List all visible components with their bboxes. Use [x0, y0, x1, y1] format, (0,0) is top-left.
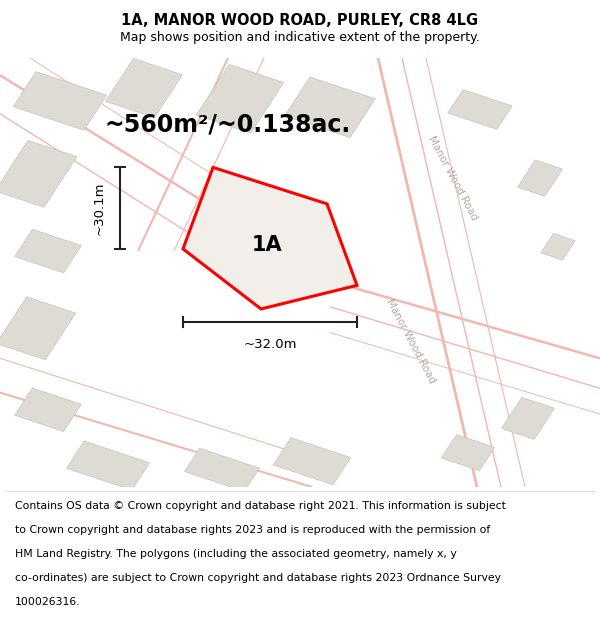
Polygon shape	[0, 141, 77, 208]
Text: ~30.1m: ~30.1m	[92, 181, 106, 235]
Polygon shape	[442, 434, 494, 471]
Polygon shape	[518, 160, 562, 196]
Text: 1A, MANOR WOOD ROAD, PURLEY, CR8 4LG: 1A, MANOR WOOD ROAD, PURLEY, CR8 4LG	[121, 12, 479, 28]
Polygon shape	[0, 297, 76, 360]
Text: Manor Wood Road: Manor Wood Road	[385, 298, 437, 385]
Text: Manor Wood Road: Manor Wood Road	[427, 134, 479, 222]
Polygon shape	[14, 388, 82, 431]
Polygon shape	[198, 187, 288, 294]
Polygon shape	[67, 441, 149, 490]
Polygon shape	[13, 72, 107, 130]
Polygon shape	[541, 233, 575, 260]
Text: to Crown copyright and database rights 2023 and is reproduced with the permissio: to Crown copyright and database rights 2…	[15, 525, 490, 535]
Text: ~32.0m: ~32.0m	[243, 338, 297, 351]
Polygon shape	[502, 398, 554, 439]
Text: 100026316.: 100026316.	[15, 598, 80, 608]
Text: Contains OS data © Crown copyright and database right 2021. This information is : Contains OS data © Crown copyright and d…	[15, 501, 506, 511]
Polygon shape	[273, 438, 351, 485]
Polygon shape	[183, 168, 357, 309]
Text: ~560m²/~0.138ac.: ~560m²/~0.138ac.	[105, 112, 351, 136]
Polygon shape	[448, 89, 512, 129]
Polygon shape	[184, 448, 260, 491]
Text: co-ordinates) are subject to Crown copyright and database rights 2023 Ordnance S: co-ordinates) are subject to Crown copyr…	[15, 573, 501, 583]
Polygon shape	[14, 229, 82, 273]
Polygon shape	[196, 64, 284, 133]
Text: 1A: 1A	[251, 234, 283, 254]
Polygon shape	[106, 59, 182, 118]
Text: Map shows position and indicative extent of the property.: Map shows position and indicative extent…	[120, 31, 480, 44]
Text: HM Land Registry. The polygons (including the associated geometry, namely x, y: HM Land Registry. The polygons (includin…	[15, 549, 457, 559]
Polygon shape	[284, 77, 376, 138]
